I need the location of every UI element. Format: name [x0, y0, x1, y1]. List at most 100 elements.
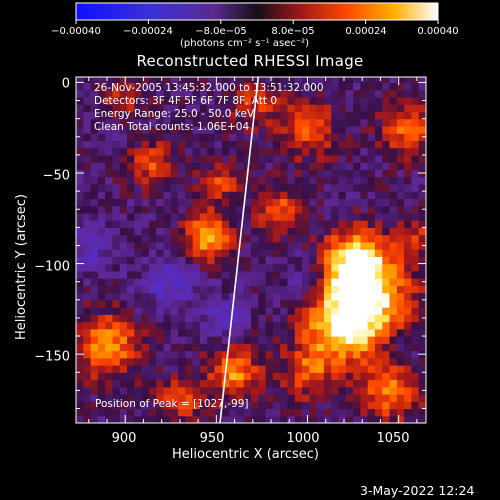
heatmap-cell: [148, 270, 157, 279]
heatmap-cell: [258, 278, 267, 286]
heatmap-cell: [323, 205, 332, 214]
heatmap-cell: [119, 241, 128, 250]
heatmap-cell: [396, 292, 405, 301]
heatmap-cell: [243, 278, 252, 286]
heatmap-cell: [302, 241, 310, 250]
heatmap-cell: [367, 307, 376, 315]
heatmap-cell: [280, 394, 289, 402]
heatmap-cell: [243, 176, 252, 185]
heatmap-cell: [294, 77, 303, 84]
heatmap-cell: [360, 82, 369, 91]
heatmap-cell: [127, 401, 135, 410]
heatmap-cell: [382, 104, 391, 113]
heatmap-cell: [127, 336, 135, 344]
heatmap-cell: [112, 162, 121, 170]
heatmap-cell: [156, 104, 165, 113]
heatmap-cell: [185, 256, 194, 265]
heatmap-cell: [112, 82, 121, 91]
heatmap-cell: [331, 89, 340, 98]
heatmap-cell: [389, 285, 398, 294]
heatmap-cell: [287, 89, 296, 98]
heatmap-cell: [192, 285, 201, 294]
heatmap-cell: [105, 82, 114, 91]
heatmap-cell: [163, 183, 172, 192]
heatmap-cell: [309, 162, 318, 170]
heatmap-cell: [411, 386, 420, 395]
heatmap-cell: [185, 140, 194, 149]
heatmap-cell: [170, 314, 179, 323]
heatmap-cell: [323, 234, 332, 243]
heatmap-cell: [338, 408, 347, 417]
heatmap-cell: [163, 415, 172, 423]
heatmap-cell: [163, 292, 172, 301]
heatmap-cell: [360, 154, 369, 163]
heatmap-cell: [360, 357, 369, 366]
heatmap-cell: [163, 125, 172, 134]
heatmap-cell: [294, 227, 303, 236]
heatmap-cell: [141, 278, 150, 286]
heatmap-cell: [243, 89, 252, 98]
heatmap-cell: [287, 162, 296, 170]
heatmap-cell: [331, 220, 340, 228]
heatmap-cell: [331, 111, 340, 120]
heatmap-cell: [258, 111, 267, 120]
heatmap-cell: [207, 328, 216, 337]
heatmap-cell: [265, 292, 274, 301]
heatmap-cell: [389, 111, 398, 120]
heatmap-cell: [112, 292, 121, 301]
heatmap-cell: [367, 212, 376, 221]
heatmap-cell: [90, 394, 99, 402]
heatmap-cell: [148, 328, 157, 337]
heatmap-cell: [141, 321, 150, 330]
heatmap-cell: [178, 415, 186, 423]
heatmap-cell: [97, 285, 106, 294]
heatmap-cell: [345, 82, 354, 91]
heatmap-cell: [214, 415, 223, 423]
heatmap-cell: [170, 77, 179, 84]
heatmap-cell: [302, 125, 310, 134]
heatmap-cell: [229, 343, 238, 352]
heatmap-cell: [199, 227, 208, 236]
heatmap-cell: [90, 307, 99, 315]
heatmap-cell: [156, 415, 165, 423]
heatmap-cell: [207, 220, 216, 228]
heatmap-cell: [389, 336, 398, 344]
heatmap-cell: [353, 198, 361, 207]
heatmap-cell: [76, 162, 84, 170]
heatmap-cell: [127, 292, 135, 301]
heatmap-cell: [272, 191, 281, 199]
heatmap-cell: [367, 285, 376, 294]
heatmap-cell: [353, 343, 361, 352]
heatmap-cell: [360, 111, 369, 120]
heatmap-cell: [360, 365, 369, 373]
heatmap-cell: [243, 372, 252, 381]
heatmap-cell: [214, 350, 223, 359]
heatmap-cell: [185, 227, 194, 236]
heatmap-cell: [214, 212, 223, 221]
heatmap-cell: [287, 212, 296, 221]
heatmap-cell: [287, 205, 296, 214]
heatmap-cell: [221, 205, 230, 214]
heatmap-cell: [418, 162, 426, 170]
heatmap-cell: [316, 212, 325, 221]
heatmap-cell: [236, 227, 245, 236]
heatmap-cell: [411, 314, 420, 323]
heatmap-cell: [119, 234, 128, 243]
heatmap-cell: [105, 118, 114, 127]
heatmap-cell: [214, 307, 223, 315]
heatmap-cell: [236, 365, 245, 373]
heatmap-cell: [360, 350, 369, 359]
heatmap-cell: [404, 299, 413, 308]
heatmap-cell: [287, 394, 296, 402]
heatmap-cell: [83, 408, 92, 417]
heatmap-cell: [331, 365, 340, 373]
heatmap-cell: [105, 350, 114, 359]
heatmap-cell: [316, 415, 325, 423]
heatmap-cell: [105, 256, 114, 265]
heatmap-cell: [418, 118, 426, 127]
heatmap-cell: [90, 89, 99, 98]
heatmap-cell: [411, 292, 420, 301]
heatmap-cell: [221, 379, 230, 388]
heatmap-cell: [374, 220, 383, 228]
heatmap-cell: [331, 350, 340, 359]
